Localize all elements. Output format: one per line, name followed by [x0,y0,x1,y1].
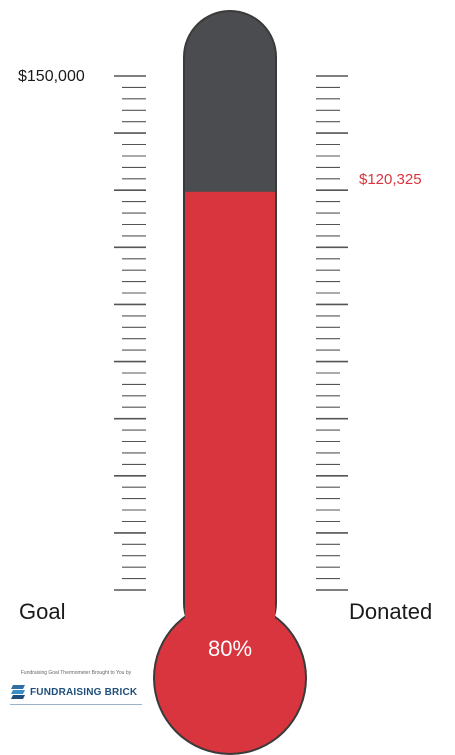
brick-logo-icon [11,685,25,700]
thermometer-bulb [155,603,305,753]
brand-name: FUNDRAISING BRICK [30,686,138,698]
thermometer-progress-fill [185,191,275,651]
donated-amount-label: $120,325 [359,171,422,188]
brand-row: FUNDRAISING BRICK [10,684,150,700]
right-scale [316,75,348,591]
left-scale [114,75,146,591]
percent-label: 80% [207,636,253,661]
brand-block: Fundraising Goal Thermometer Brought to … [10,670,150,706]
goal-label: Goal [19,599,66,624]
donated-label: Donated [349,599,433,624]
brand-divider [10,704,142,706]
goal-amount-label: $150,000 [18,68,85,85]
brand-tagline: Fundraising Goal Thermometer Brought to … [20,670,132,676]
